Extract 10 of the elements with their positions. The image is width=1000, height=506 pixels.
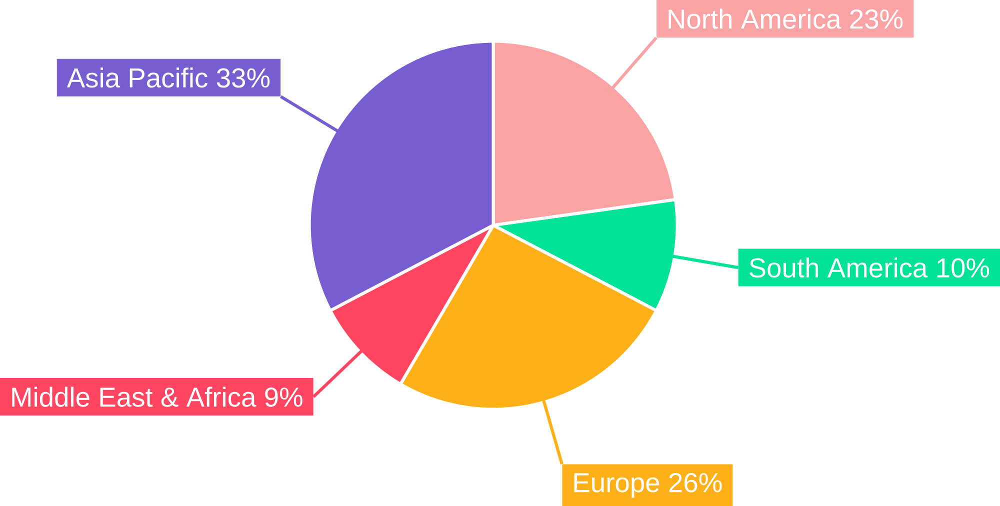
data-label: 9% [265, 387, 302, 407]
data-label: 33% [216, 68, 270, 88]
slice-label: Asia Pacific [66, 67, 208, 88]
slice-label: South America [750, 257, 928, 278]
data-label: 23% [850, 9, 903, 29]
slice-label: North America [668, 8, 842, 29]
data-label: 10% [937, 258, 990, 278]
slice-label: Middle East & Africa [12, 386, 256, 407]
data-label: 26% [669, 472, 722, 492]
slice-label: Europe [574, 473, 660, 498]
